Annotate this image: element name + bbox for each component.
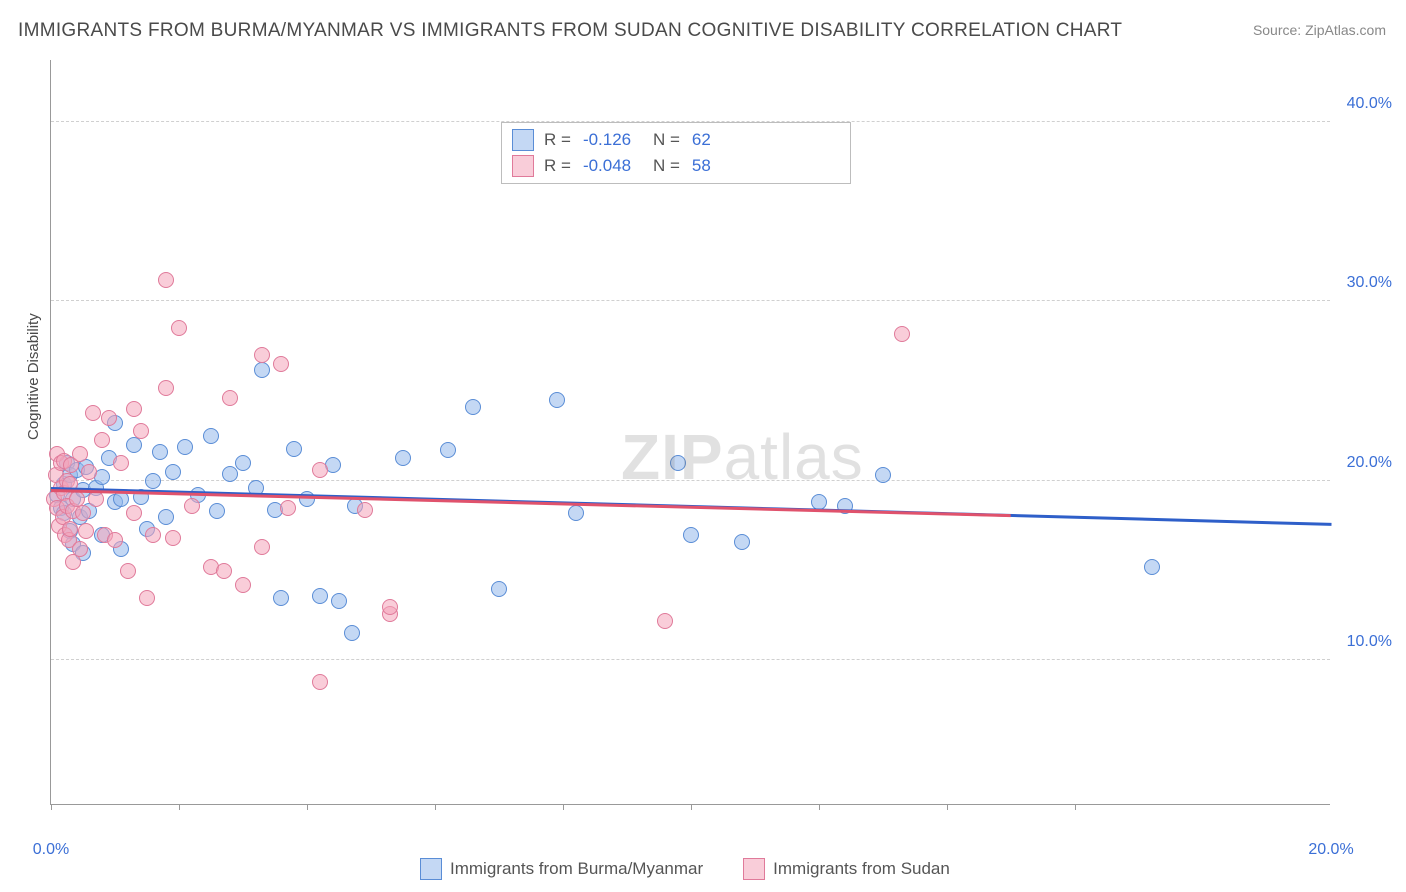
- scatter-point: [395, 450, 411, 466]
- scatter-point: [312, 588, 328, 604]
- scatter-point: [158, 380, 174, 396]
- scatter-point: [165, 530, 181, 546]
- gridline: [51, 480, 1330, 481]
- scatter-point: [875, 467, 891, 483]
- scatter-point: [94, 432, 110, 448]
- scatter-point: [72, 446, 88, 462]
- scatter-point: [549, 392, 565, 408]
- scatter-point: [312, 674, 328, 690]
- chart-title: IMMIGRANTS FROM BURMA/MYANMAR VS IMMIGRA…: [18, 20, 1122, 42]
- scatter-point: [382, 599, 398, 615]
- swatch-burma: [512, 129, 534, 151]
- y-tick-label: 40.0%: [1347, 95, 1392, 113]
- scatter-point: [1144, 559, 1160, 575]
- scatter-point: [357, 502, 373, 518]
- scatter-point: [280, 500, 296, 516]
- scatter-point: [222, 390, 238, 406]
- scatter-point: [177, 439, 193, 455]
- y-tick-label: 20.0%: [1347, 454, 1392, 472]
- y-tick-label: 30.0%: [1347, 274, 1392, 292]
- x-tick: [691, 804, 692, 810]
- scatter-point: [331, 593, 347, 609]
- scatter-point: [78, 523, 94, 539]
- scatter-point: [670, 455, 686, 471]
- x-tick: [435, 804, 436, 810]
- scatter-point: [734, 534, 750, 550]
- legend-item-burma: Immigrants from Burma/Myanmar: [420, 858, 703, 880]
- scatter-point: [894, 326, 910, 342]
- legend-item-sudan: Immigrants from Sudan: [743, 858, 950, 880]
- scatter-point: [254, 539, 270, 555]
- swatch-sudan: [512, 155, 534, 177]
- swatch-burma-icon: [420, 858, 442, 880]
- source-attribution: Source: ZipAtlas.com: [1253, 22, 1386, 38]
- scatter-point: [101, 410, 117, 426]
- scatter-point: [145, 527, 161, 543]
- scatter-point: [81, 464, 97, 480]
- x-tick: [1075, 804, 1076, 810]
- y-tick-label: 10.0%: [1347, 633, 1392, 651]
- x-tick-label: 0.0%: [33, 841, 69, 859]
- scatter-point: [126, 401, 142, 417]
- legend-row-burma: R = -0.126 N = 62: [512, 127, 840, 153]
- x-tick: [179, 804, 180, 810]
- scatter-point: [683, 527, 699, 543]
- scatter-point: [62, 521, 78, 537]
- swatch-sudan-icon: [743, 858, 765, 880]
- scatter-point: [222, 466, 238, 482]
- scatter-point: [120, 563, 136, 579]
- legend-row-sudan: R = -0.048 N = 58: [512, 153, 840, 179]
- scatter-point: [254, 362, 270, 378]
- watermark: ZIPatlas: [621, 420, 864, 494]
- scatter-point: [216, 563, 232, 579]
- scatter-point: [75, 505, 91, 521]
- scatter-point: [126, 437, 142, 453]
- scatter-point: [133, 423, 149, 439]
- scatter-point: [85, 405, 101, 421]
- scatter-point: [184, 498, 200, 514]
- scatter-point: [113, 455, 129, 471]
- x-tick: [947, 804, 948, 810]
- scatter-point: [273, 590, 289, 606]
- scatter-point: [165, 464, 181, 480]
- x-tick: [307, 804, 308, 810]
- scatter-point: [145, 473, 161, 489]
- scatter-point: [235, 577, 251, 593]
- scatter-point: [107, 532, 123, 548]
- scatter-point: [158, 509, 174, 525]
- scatter-point: [72, 541, 88, 557]
- scatter-point: [657, 613, 673, 629]
- scatter-point: [139, 590, 155, 606]
- scatter-point: [126, 505, 142, 521]
- x-tick: [563, 804, 564, 810]
- scatter-point: [203, 428, 219, 444]
- gridline: [51, 659, 1330, 660]
- scatter-plot: ZIPatlas R = -0.126 N = 62 R = -0.048 N …: [50, 60, 1330, 805]
- scatter-point: [568, 505, 584, 521]
- scatter-point: [440, 442, 456, 458]
- gridline: [51, 300, 1330, 301]
- x-tick-label: 20.0%: [1308, 841, 1353, 859]
- scatter-point: [152, 444, 168, 460]
- scatter-point: [491, 581, 507, 597]
- x-tick: [51, 804, 52, 810]
- scatter-point: [254, 347, 270, 363]
- y-axis-title: Cognitive Disability: [25, 313, 42, 440]
- scatter-point: [344, 625, 360, 641]
- scatter-point: [465, 399, 481, 415]
- x-tick: [819, 804, 820, 810]
- scatter-point: [235, 455, 251, 471]
- scatter-point: [312, 462, 328, 478]
- correlation-legend: R = -0.126 N = 62 R = -0.048 N = 58: [501, 122, 851, 184]
- scatter-point: [171, 320, 187, 336]
- scatter-point: [286, 441, 302, 457]
- scatter-point: [158, 272, 174, 288]
- scatter-point: [273, 356, 289, 372]
- series-legend: Immigrants from Burma/Myanmar Immigrants…: [420, 858, 950, 880]
- scatter-point: [209, 503, 225, 519]
